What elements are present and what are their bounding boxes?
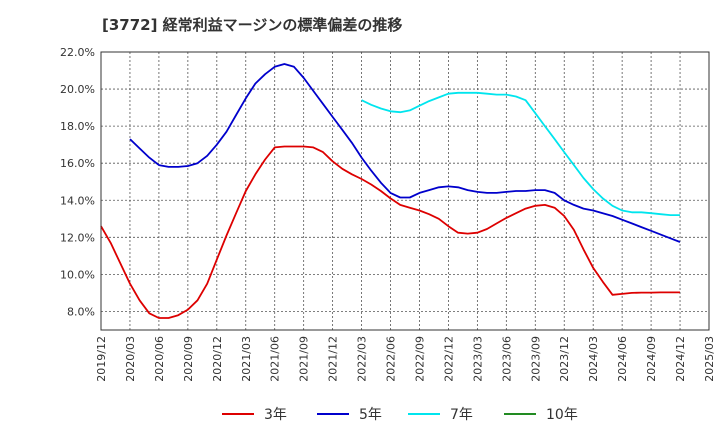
y-tick-label: 10.0%	[60, 268, 95, 281]
x-tick-label: 2024/09	[645, 336, 658, 382]
legend-item: 5年	[317, 407, 382, 423]
chart-title: [3772] 経常利益マージンの標準偏差の推移	[102, 16, 403, 34]
x-tick-label: 2022/06	[385, 336, 398, 382]
legend-label: 10年	[546, 407, 578, 423]
legend: 3年 5年 7年 10年	[222, 407, 578, 423]
y-axis-ticks: 8.0% 10.0% 12.0% 14.0% 16.0% 18.0% 20.0% 22.0%	[60, 46, 95, 318]
legend-label: 7年	[450, 407, 473, 423]
x-tick-label: 2020/09	[182, 336, 195, 382]
x-tick-label: 2022/12	[442, 336, 455, 382]
x-tick-label: 2021/06	[269, 336, 282, 382]
series-line-7年	[361, 91, 680, 217]
series-line-5年	[129, 63, 681, 243]
series-line-3年	[100, 145, 680, 319]
x-tick-label: 2021/12	[327, 336, 340, 382]
x-tick-label: 2023/12	[558, 336, 571, 382]
legend-item: 10年	[504, 407, 578, 423]
x-tick-label: 2024/12	[674, 336, 687, 382]
x-tick-label: 2020/06	[153, 336, 166, 382]
legend-label: 5年	[359, 407, 382, 423]
legend-item: 3年	[222, 407, 287, 423]
x-axis-ticks: 2019/12 2020/03 2020/06 2020/09 2020/12 2021/…	[95, 336, 716, 382]
legend-item: 7年	[408, 407, 473, 423]
y-tick-label: 8.0%	[67, 305, 95, 318]
y-tick-label: 18.0%	[60, 120, 95, 133]
y-tick-label: 14.0%	[60, 194, 95, 207]
x-tick-label: 2019/12	[95, 336, 108, 382]
x-tick-label: 2021/09	[298, 336, 311, 382]
series-layer	[100, 63, 681, 319]
grid-layer	[100, 51, 710, 330]
x-tick-label: 2020/03	[124, 336, 137, 382]
x-tick-label: 2024/03	[587, 336, 600, 382]
y-tick-label: 16.0%	[60, 157, 95, 170]
x-tick-label: 2023/06	[500, 336, 513, 382]
x-tick-label: 2025/03	[703, 336, 716, 382]
y-tick-label: 20.0%	[60, 83, 95, 96]
y-tick-label: 22.0%	[60, 46, 95, 59]
x-tick-label: 2021/03	[240, 336, 253, 382]
x-tick-label: 2020/12	[211, 336, 224, 382]
x-tick-label: 2023/09	[529, 336, 542, 382]
y-tick-label: 12.0%	[60, 231, 95, 244]
x-tick-label: 2022/03	[356, 336, 369, 382]
legend-label: 3年	[264, 407, 287, 423]
x-tick-label: 2023/03	[471, 336, 484, 382]
x-tick-label: 2022/09	[413, 336, 426, 382]
plot-frame	[100, 51, 710, 331]
x-tick-label: 2024/06	[616, 336, 629, 382]
